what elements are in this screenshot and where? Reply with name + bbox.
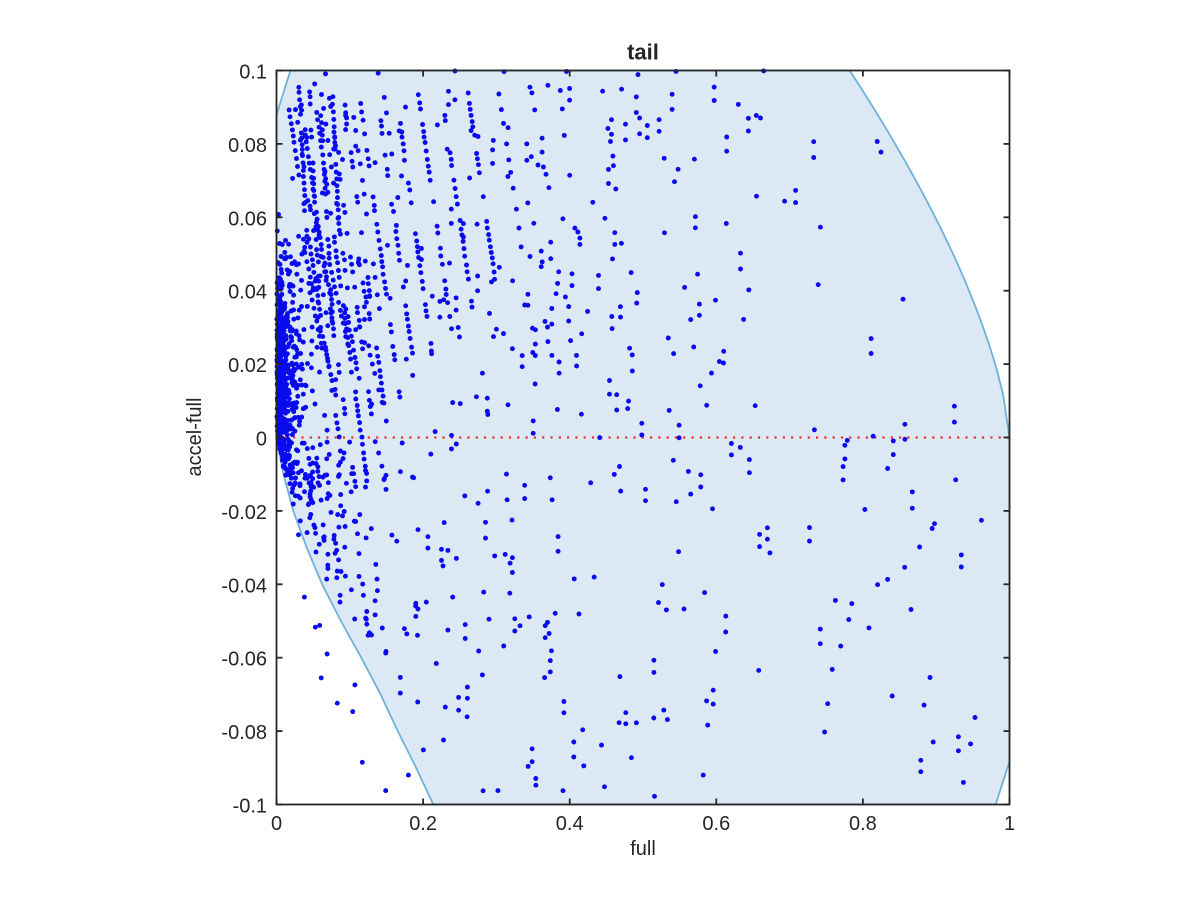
svg-text:accel-full: accel-full <box>184 398 206 477</box>
svg-text:-0.02: -0.02 <box>221 502 267 524</box>
svg-text:0: 0 <box>271 813 282 835</box>
svg-text:1: 1 <box>1004 813 1015 835</box>
svg-text:0: 0 <box>256 429 267 451</box>
svg-text:0.06: 0.06 <box>228 208 267 230</box>
svg-text:0.4: 0.4 <box>556 813 584 835</box>
svg-text:tail: tail <box>627 40 659 65</box>
svg-text:0.6: 0.6 <box>702 813 730 835</box>
svg-text:-0.04: -0.04 <box>221 575 267 597</box>
svg-text:0.8: 0.8 <box>849 813 877 835</box>
svg-text:0.1: 0.1 <box>239 62 267 84</box>
svg-text:-0.08: -0.08 <box>221 722 267 744</box>
svg-text:full: full <box>630 838 656 860</box>
svg-text:0.08: 0.08 <box>228 135 267 157</box>
svg-text:-0.1: -0.1 <box>233 796 267 818</box>
svg-text:0.2: 0.2 <box>409 813 437 835</box>
svg-text:0.02: 0.02 <box>228 355 267 377</box>
svg-text:0.04: 0.04 <box>228 282 267 304</box>
svg-text:-0.06: -0.06 <box>221 649 267 671</box>
